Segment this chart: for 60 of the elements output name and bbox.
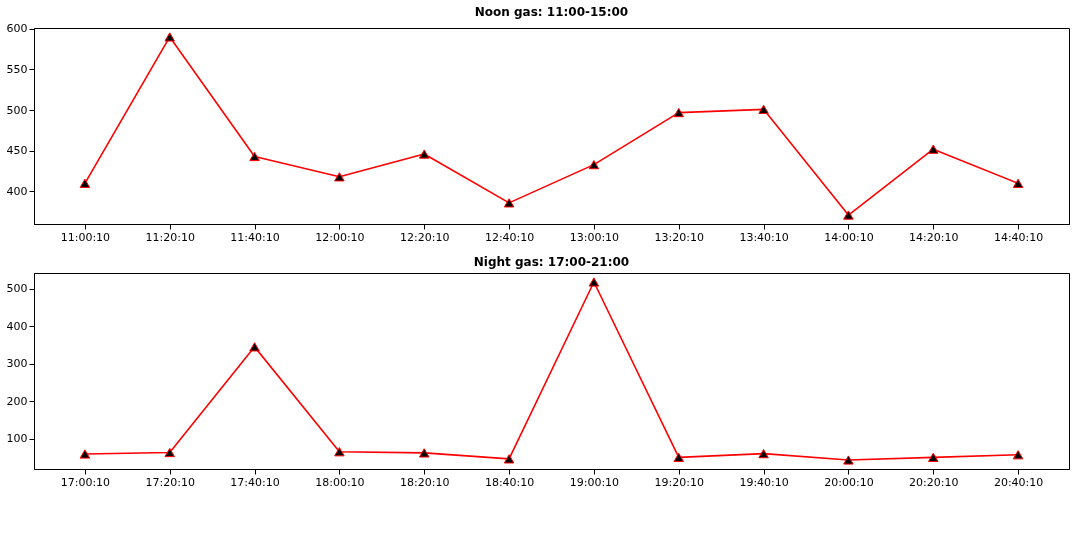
y-tick-label: 450 bbox=[6, 144, 28, 158]
point bbox=[334, 172, 345, 182]
point bbox=[928, 144, 939, 154]
y-tick-label: 400 bbox=[6, 184, 28, 198]
x-tick-label: 20:20:10 bbox=[909, 475, 959, 489]
x-tick-label: 14:20:10 bbox=[909, 230, 959, 244]
y-tick-label: 600 bbox=[6, 22, 28, 36]
point bbox=[588, 160, 600, 170]
point bbox=[419, 149, 430, 159]
point bbox=[588, 277, 600, 287]
point bbox=[164, 447, 175, 458]
x-tick-label: 13:00:10 bbox=[569, 230, 620, 244]
x-tick-label: 14:40:10 bbox=[993, 230, 1044, 244]
point bbox=[503, 198, 515, 208]
y-tick-label: 500 bbox=[6, 103, 28, 117]
x-tick-label: 11:20:10 bbox=[145, 230, 195, 244]
y-tick-label: 200 bbox=[6, 394, 28, 408]
point bbox=[164, 32, 175, 42]
point bbox=[79, 178, 91, 188]
x-tick-label: 18:20:10 bbox=[400, 475, 450, 489]
x-tick-label: 20:40:10 bbox=[993, 475, 1044, 489]
x-tick-label: 17:00:10 bbox=[60, 475, 111, 489]
y-tick-label: 100 bbox=[6, 432, 28, 446]
point bbox=[1012, 450, 1024, 460]
x-tick-label: 12:00:10 bbox=[315, 230, 365, 244]
point bbox=[419, 448, 430, 458]
x-tick-label: 19:40:10 bbox=[739, 475, 789, 489]
point bbox=[928, 452, 939, 462]
x-tick-label: 11:00:10 bbox=[60, 230, 111, 244]
y-tick-label: 550 bbox=[6, 62, 28, 76]
point bbox=[843, 455, 854, 465]
y-tick-label: 500 bbox=[6, 282, 28, 296]
point bbox=[673, 107, 684, 118]
x-tick-label: 19:00:10 bbox=[569, 475, 620, 489]
x-tick-label: 18:00:10 bbox=[315, 475, 365, 489]
y-tick-label: 300 bbox=[6, 357, 28, 371]
point bbox=[673, 452, 684, 462]
point bbox=[758, 449, 769, 459]
x-tick-label: 14:00:10 bbox=[824, 230, 874, 244]
x-tick-label: 18:40:10 bbox=[484, 475, 535, 489]
x-tick-label: 11:40:10 bbox=[230, 230, 280, 244]
point bbox=[843, 210, 854, 220]
point bbox=[79, 449, 91, 459]
x-tick-label: 17:40:10 bbox=[230, 475, 280, 489]
point bbox=[1012, 178, 1024, 188]
chart-title: Noon gas: 11:00-15:00 bbox=[474, 4, 629, 19]
x-tick-label: 20:00:10 bbox=[824, 475, 874, 489]
point bbox=[249, 151, 260, 162]
point bbox=[758, 104, 769, 114]
chart-title: Night gas: 17:00-21:00 bbox=[473, 255, 630, 269]
y-tick-label: 400 bbox=[6, 319, 28, 333]
x-tick-label: 17:20:10 bbox=[145, 475, 195, 489]
x-tick-label: 12:40:10 bbox=[484, 230, 535, 244]
x-tick-label: 12:20:10 bbox=[400, 230, 450, 244]
x-tick-label: 13:40:10 bbox=[739, 230, 789, 244]
point bbox=[334, 447, 345, 457]
x-tick-label: 13:20:10 bbox=[654, 230, 704, 244]
x-tick-label: 19:20:10 bbox=[654, 475, 704, 489]
point bbox=[249, 342, 260, 352]
point bbox=[503, 454, 515, 464]
